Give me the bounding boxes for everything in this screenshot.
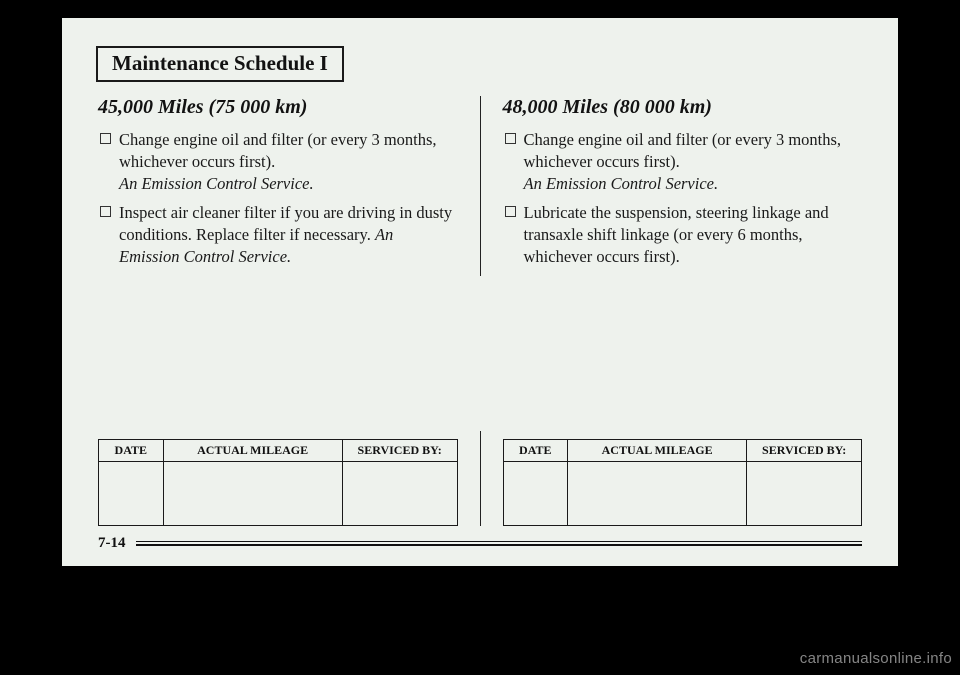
col-header-date: DATE [99,440,164,462]
table-row [503,462,862,526]
item-text: Change engine oil and filter (or every 3… [119,129,458,194]
col-header-mileage: ACTUAL MILEAGE [568,440,747,462]
cell-date [99,462,164,526]
mileage-heading-left: 45,000 Miles (75 000 km) [98,96,458,119]
service-table-left-wrap: DATE ACTUAL MILEAGE SERVICED BY: [92,431,480,526]
watermark-text: carmanualsonline.info [800,650,952,667]
service-record-table: DATE ACTUAL MILEAGE SERVICED BY: [98,439,458,526]
footer-rule [136,541,863,546]
checklist-item: Change engine oil and filter (or every 3… [503,129,863,194]
checklist-item: Change engine oil and filter (or every 3… [98,129,458,194]
service-record-table: DATE ACTUAL MILEAGE SERVICED BY: [503,439,863,526]
manual-page: Maintenance Schedule I 45,000 Miles (75 … [62,18,898,566]
cell-mileage [568,462,747,526]
checkbox-icon [100,206,111,217]
item-text: Inspect air cleaner filter if you are dr… [119,202,458,267]
mileage-heading-right: 48,000 Miles (80 000 km) [503,96,863,119]
checkbox-icon [100,133,111,144]
cell-serviced [342,462,457,526]
cell-serviced [747,462,862,526]
column-right: 48,000 Miles (80 000 km) Change engine o… [480,96,869,276]
col-header-serviced: SERVICED BY: [747,440,862,462]
cell-mileage [163,462,342,526]
content-columns: 45,000 Miles (75 000 km) Change engine o… [92,96,868,276]
checklist-item: Lubricate the suspension, steering linka… [503,202,863,267]
checklist-item: Inspect air cleaner filter if you are dr… [98,202,458,267]
col-header-serviced: SERVICED BY: [342,440,457,462]
column-left: 45,000 Miles (75 000 km) Change engine o… [92,96,480,276]
table-row [99,462,458,526]
checkbox-icon [505,206,516,217]
section-title-box: Maintenance Schedule I [96,46,344,82]
section-title: Maintenance Schedule I [112,51,328,75]
service-record-row: DATE ACTUAL MILEAGE SERVICED BY: DATE AC… [62,431,898,526]
page-footer: 7-14 [98,535,862,552]
item-text: Lubricate the suspension, steering linka… [524,202,863,267]
emission-note: An Emission Control Service. [119,174,314,193]
emission-note: An Emission Control Service. [524,174,719,193]
cell-date [503,462,568,526]
item-text: Change engine oil and filter (or every 3… [524,129,863,194]
col-header-mileage: ACTUAL MILEAGE [163,440,342,462]
table-header-row: DATE ACTUAL MILEAGE SERVICED BY: [503,440,862,462]
service-table-right-wrap: DATE ACTUAL MILEAGE SERVICED BY: [480,431,869,526]
checkbox-icon [505,133,516,144]
table-header-row: DATE ACTUAL MILEAGE SERVICED BY: [99,440,458,462]
page-number: 7-14 [98,535,136,552]
col-header-date: DATE [503,440,568,462]
